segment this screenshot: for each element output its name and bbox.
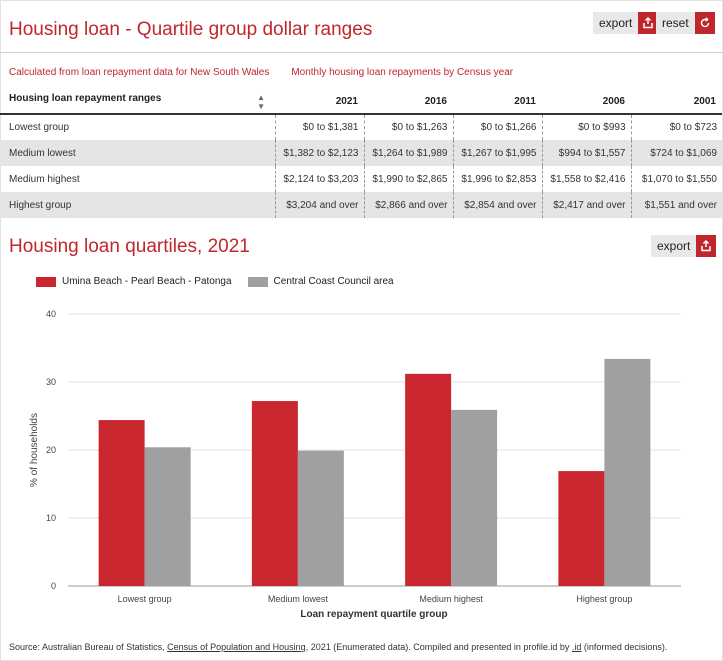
table-cell: $1,558 to $2,416 (541, 166, 631, 192)
column-header-2021: 2021 (275, 90, 364, 115)
legend-label: Central Coast Council area (273, 276, 394, 287)
table-row: Medium lowest $1,382 to $2,123 $1,264 to… (0, 140, 722, 166)
table-cell: $0 to $993 (541, 114, 631, 140)
page-title: Housing loan - Quartile group dollar ran… (9, 19, 373, 40)
reset-icon (694, 12, 715, 34)
table-cell: $0 to $1,266 (452, 114, 542, 140)
row-label: Highest group (0, 192, 275, 218)
table-cell: $2,854 and over (452, 192, 542, 218)
column-header-2016: 2016 (364, 90, 453, 115)
bar-local[interactable] (558, 471, 605, 586)
chart-legend: Umina Beach - Pearl Beach - Patonga Cent… (36, 276, 394, 287)
table-cell: $2,417 and over (541, 192, 631, 218)
y-tick-label: 40 (46, 309, 56, 319)
table-cell: $1,551 and over (630, 192, 722, 218)
column-header-ranges[interactable]: Housing loan repayment ranges ▲ ▼ (0, 90, 275, 115)
table-cell: $0 to $723 (630, 114, 722, 140)
header-divider (0, 52, 723, 53)
subheading-right: Monthly housing loan repayments by Censu… (291, 67, 514, 78)
table-cell: $2,124 to $3,203 (274, 166, 364, 192)
table-cell: $1,382 to $2,123 (274, 140, 364, 166)
y-tick-label: 10 (46, 513, 56, 523)
bar-council[interactable] (451, 409, 498, 586)
y-axis-title: % of households (29, 413, 40, 487)
bar-council[interactable] (604, 358, 651, 586)
legend-item-series2[interactable]: Central Coast Council area (247, 276, 394, 287)
x-tick-label: Medium highest (419, 594, 483, 604)
bar-council[interactable] (144, 447, 191, 586)
chart-export-button[interactable]: export (651, 235, 717, 257)
table-cell: $994 to $1,557 (541, 140, 631, 166)
source-note: Source: Australian Bureau of Statistics,… (9, 642, 668, 652)
column-header-2011: 2011 (453, 90, 542, 115)
table-row: Lowest group $0 to $1,381 $0 to $1,263 $… (0, 114, 722, 140)
column-header-2006: 2006 (542, 90, 631, 115)
chart-export-label: export (657, 239, 691, 253)
table-cell: $0 to $1,381 (274, 114, 364, 140)
sort-icon[interactable]: ▲ ▼ (257, 92, 265, 111)
table-cell: $3,204 and over (274, 192, 364, 218)
table-subheadings: Calculated from loan repayment data for … (9, 67, 513, 78)
x-tick-label: Lowest group (118, 594, 172, 604)
table-row: Medium highest $2,124 to $3,203 $1,990 t… (0, 166, 722, 192)
table-header-row: Housing loan repayment ranges ▲ ▼ 2021 20… (0, 90, 722, 115)
bar-chart: 0 10 20 30 40 Lowest group Medium lowest Mediu… (29, 309, 681, 620)
export-icon (696, 235, 717, 257)
legend-swatch (247, 276, 268, 287)
bar-local[interactable] (405, 373, 452, 586)
table-cell: $1,996 to $2,853 (452, 166, 542, 192)
row-label: Medium highest (9, 173, 80, 185)
y-tick-label: 30 (46, 377, 56, 387)
table-cell: $1,264 to $1,989 (363, 140, 453, 166)
table-cell: $1,070 to $1,550 (630, 166, 722, 192)
chart-title: Housing loan quartiles, 2021 (9, 236, 250, 257)
table-cell: $2,866 and over (363, 192, 453, 218)
quartile-table: Housing loan repayment ranges ▲ ▼ 2021 20… (0, 90, 722, 218)
x-tick-label: Highest group (576, 594, 632, 604)
table-cell: $1,990 to $2,865 (363, 166, 453, 192)
x-tick-label: Medium lowest (268, 594, 329, 604)
export-button[interactable]: export (593, 12, 659, 34)
reset-label: reset (662, 16, 689, 30)
bar-local[interactable] (98, 420, 145, 586)
y-tick-label: 20 (46, 445, 56, 455)
reset-button[interactable]: reset (656, 12, 715, 34)
table-row: Highest group $3,204 and over $2,866 and… (0, 192, 722, 218)
table-cell: $1,267 to $1,995 (452, 140, 542, 166)
id-link[interactable]: .id (571, 642, 582, 652)
legend-swatch (36, 276, 56, 287)
bars (98, 358, 651, 586)
table-cell: $724 to $1,069 (630, 140, 722, 166)
y-axis-ticks: 0 10 20 30 40 (46, 309, 56, 591)
column-header-2001: 2001 (631, 90, 722, 115)
census-link[interactable]: Census of Population and Housing (167, 642, 306, 652)
x-axis-ticks: Lowest group Medium lowest Medium highest H… (118, 594, 633, 604)
bar-council[interactable] (297, 450, 344, 586)
legend-item-series1[interactable]: Umina Beach - Pearl Beach - Patonga (36, 276, 232, 287)
row-label: Medium lowest (0, 140, 275, 166)
legend-label: Umina Beach - Pearl Beach - Patonga (62, 276, 232, 287)
row-label: Lowest group (9, 122, 70, 133)
table-cell: $0 to $1,263 (363, 114, 453, 140)
y-tick-label: 0 (51, 581, 56, 591)
bar-local[interactable] (251, 401, 298, 586)
export-label: export (599, 16, 633, 30)
x-axis-title: Loan repayment quartile group (300, 609, 447, 620)
export-icon (638, 12, 659, 34)
subheading-left: Calculated from loan repayment data for … (9, 67, 270, 78)
